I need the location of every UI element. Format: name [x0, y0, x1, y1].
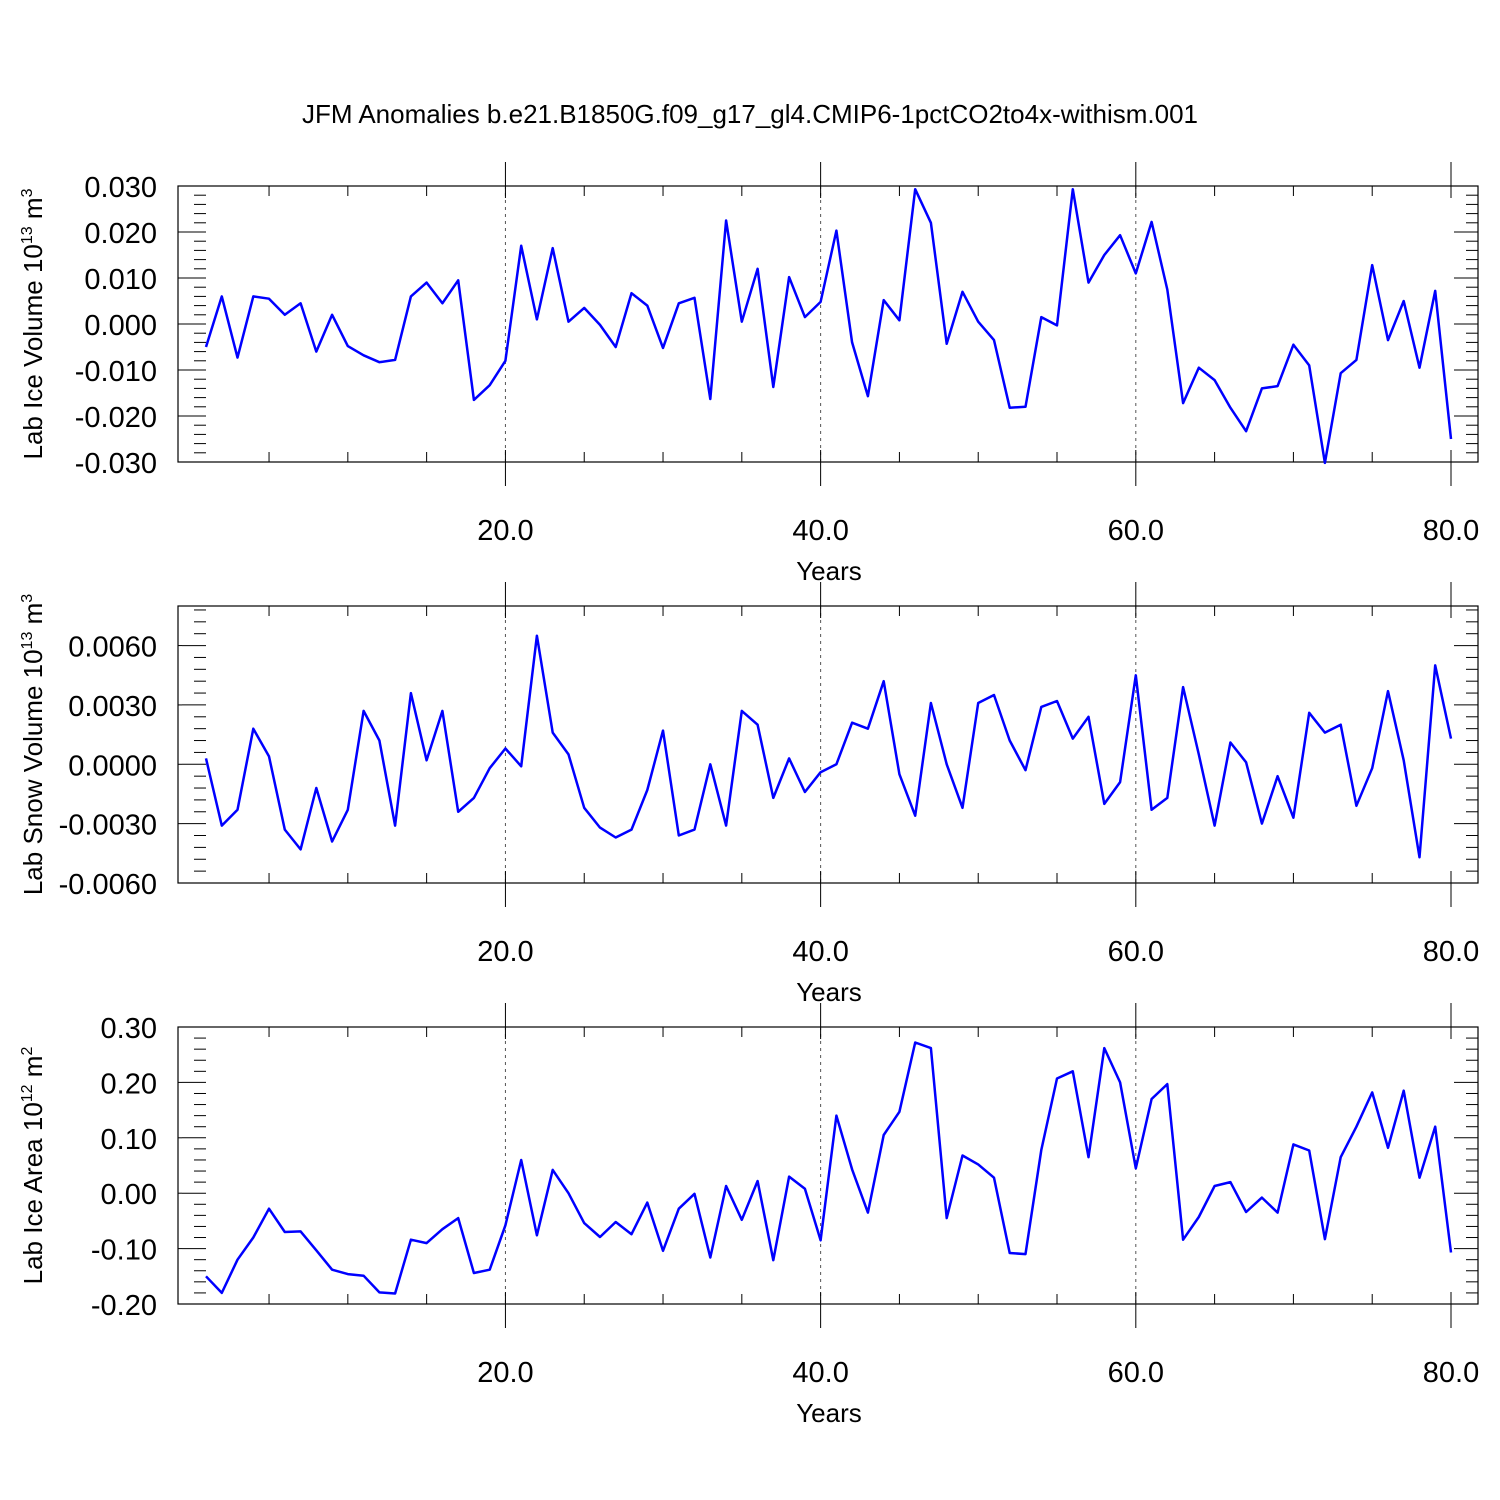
- x-axis-label: Years: [796, 1398, 862, 1428]
- y-tick-label: 0.0060: [68, 632, 157, 664]
- y-tick-label: 0.000: [84, 310, 157, 342]
- y-tick-label: 0.00: [101, 1179, 157, 1211]
- y-tick-label: -0.20: [91, 1290, 157, 1322]
- x-axis-label: Years: [796, 556, 862, 586]
- y-tick-label: -0.010: [75, 356, 157, 388]
- x-tick-label: 40.0: [792, 936, 848, 968]
- y-tick-label: 0.0000: [68, 750, 157, 782]
- x-tick-label: 20.0: [477, 936, 533, 968]
- y-tick-label: 0.030: [84, 172, 157, 204]
- y-tick-label: -0.020: [75, 402, 157, 434]
- y-tick-label: 0.010: [84, 264, 157, 296]
- series-line: [204, 187, 1453, 465]
- y-axis-label-unit: m: [18, 1056, 48, 1085]
- x-tick-label: 60.0: [1108, 515, 1164, 547]
- plot-frame: [177, 605, 1479, 884]
- y-tick-label: 0.020: [84, 218, 157, 250]
- y-tick-label: -0.030: [75, 448, 157, 480]
- x-tick-label: 60.0: [1108, 1357, 1164, 1389]
- x-tick-label: 20.0: [477, 1357, 533, 1389]
- y-axis-label: Lab Ice Volume 1013 m3: [18, 188, 48, 459]
- y-tick-label: 0.10: [101, 1124, 157, 1156]
- x-tick-label: 20.0: [477, 515, 533, 547]
- panel-2: 20.0 40.0 60.0 80.0 Years 0.0060 0.0030 0.0000 -…: [18, 582, 1479, 1007]
- panel-1: 20.0 40.0 60.0 80.0 Years 0.030 0.020 0.010 0.00…: [18, 162, 1479, 586]
- y-tick-label: -0.0060: [59, 869, 157, 901]
- y-axis-label-unit-exponent: 3: [19, 188, 36, 197]
- y-tick-label: -0.0030: [59, 810, 157, 842]
- x-tick-label: 80.0: [1423, 1357, 1479, 1389]
- series-line: [205, 1041, 1453, 1295]
- y-axis-label-base: Lab Snow Volume 10: [18, 649, 48, 895]
- y-tick-label: 0.20: [101, 1068, 157, 1100]
- x-tick-label: 80.0: [1423, 515, 1479, 547]
- x-tick-label: 80.0: [1423, 936, 1479, 968]
- y-axis-label-exponent: 13: [19, 632, 36, 650]
- x-tick-label: 40.0: [792, 515, 848, 547]
- x-tick-label: 60.0: [1108, 936, 1164, 968]
- x-axis-label: Years: [796, 977, 862, 1007]
- y-tick-label: 0.30: [101, 1013, 157, 1045]
- panel-3: 20.0 40.0 60.0 80.0 Years 0.30 0.20 0.10 0.00 -0.…: [18, 1003, 1479, 1428]
- y-axis-label: Lab Snow Volume 1013 m3: [18, 594, 48, 895]
- y-axis-label-unit: m: [18, 197, 48, 226]
- y-tick-label: 0.0030: [68, 691, 157, 723]
- figure-title: JFM Anomalies b.e21.B1850G.f09_g17_gl4.C…: [302, 99, 1198, 129]
- x-tick-label: 40.0: [792, 1357, 848, 1389]
- y-axis-label-exponent: 13: [19, 226, 36, 244]
- y-tick-label: -0.10: [91, 1235, 157, 1267]
- y-axis-label: Lab Ice Area 1012 m2: [18, 1047, 48, 1285]
- y-axis-label-unit: m: [18, 603, 48, 632]
- y-axis-label-unit-exponent: 3: [19, 594, 36, 603]
- y-axis-label-base: Lab Ice Area 10: [18, 1102, 48, 1284]
- plot-frame: [177, 1026, 1479, 1305]
- y-axis-label-base: Lab Ice Volume 10: [18, 244, 48, 459]
- series-line: [204, 634, 1453, 859]
- y-axis-label-exponent: 12: [19, 1084, 36, 1102]
- y-axis-label-unit-exponent: 2: [19, 1047, 36, 1056]
